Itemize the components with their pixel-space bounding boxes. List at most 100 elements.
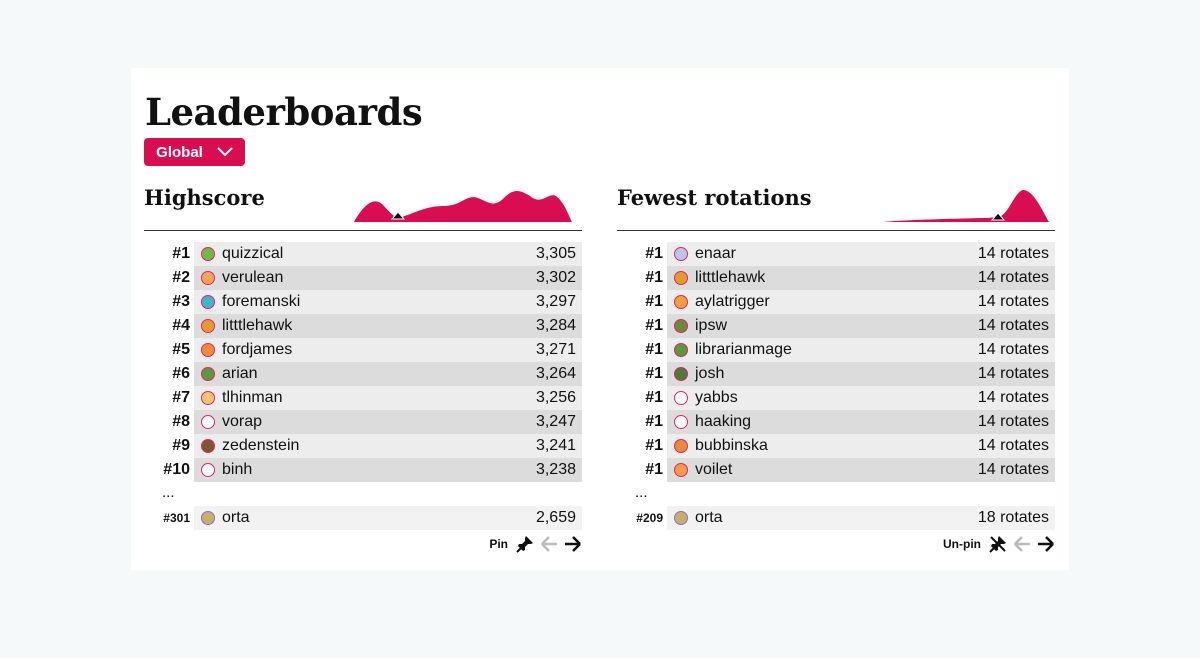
username: orta (695, 509, 723, 526)
table-row[interactable]: #7 tlhinman 3,256 (144, 386, 582, 410)
username: binh (222, 461, 253, 478)
rank: #3 (172, 293, 190, 310)
table-row[interactable]: #1 quizzical 3,305 (144, 242, 582, 266)
rotations-distribution-sparkline (883, 190, 1049, 222)
avatar (201, 367, 215, 381)
rotations: 14 rotates (977, 437, 1049, 454)
username: vorap (222, 413, 263, 430)
avatar (201, 391, 215, 405)
avatar (674, 439, 688, 453)
rank: #1 (645, 461, 663, 478)
arrow-left-icon[interactable] (540, 535, 558, 553)
score: 3,247 (535, 413, 576, 430)
rank: #1 (172, 245, 190, 262)
table-row[interactable]: #8 vorap 3,247 (144, 410, 582, 434)
ellipsis: ... (162, 484, 175, 501)
avatar (674, 367, 688, 381)
score: 3,302 (535, 269, 576, 286)
table-row[interactable]: #1 ipsw 14 rotates (617, 314, 1055, 338)
scope-label: Global (156, 143, 203, 161)
current-user-row[interactable]: #301 orta 2,659 (144, 506, 582, 530)
table-row[interactable]: #1 josh 14 rotates (617, 362, 1055, 386)
rotations: 14 rotates (977, 269, 1049, 286)
username: ipsw (695, 317, 728, 334)
table-row[interactable]: #6 arian 3,264 (144, 362, 582, 386)
avatar (201, 295, 215, 309)
pin-icon[interactable] (516, 535, 534, 553)
rank: #1 (645, 437, 663, 454)
table-row[interactable]: #9 zedenstein 3,241 (144, 434, 582, 458)
table-row[interactable]: #5 fordjames 3,271 (144, 338, 582, 362)
table-row[interactable]: #4 litttlehawk 3,284 (144, 314, 582, 338)
score: 2,659 (535, 509, 576, 526)
username: yabbs (695, 389, 738, 406)
score: 3,241 (535, 437, 576, 454)
avatar (201, 247, 215, 261)
table-row[interactable]: #1 aylatrigger 14 rotates (617, 290, 1055, 314)
rank: #1 (645, 293, 663, 310)
rank: #5 (172, 341, 190, 358)
rotations: 14 rotates (977, 461, 1049, 478)
chevron-down-icon (217, 147, 233, 157)
username: fordjames (222, 341, 293, 358)
unpin-label[interactable]: Un-pin (943, 537, 981, 551)
username: litttlehawk (695, 269, 766, 286)
rotations: 14 rotates (977, 389, 1049, 406)
pin-label[interactable]: Pin (489, 537, 508, 551)
avatar (201, 415, 215, 429)
rank: #1 (645, 341, 663, 358)
table-row[interactable]: #3 foremanski 3,297 (144, 290, 582, 314)
avatar (674, 271, 688, 285)
rank: #6 (172, 365, 190, 382)
table-row[interactable]: #2 verulean 3,302 (144, 266, 582, 290)
arrow-left-icon[interactable] (1013, 535, 1031, 553)
avatar (201, 319, 215, 333)
avatar (674, 295, 688, 309)
table-row[interactable]: #1 yabbs 14 rotates (617, 386, 1055, 410)
highscore-list: #1 quizzical 3,305 #2 verulean 3,302 #3 (144, 242, 582, 530)
arrow-right-icon[interactable] (564, 535, 582, 553)
avatar (674, 511, 688, 525)
rotations: 14 rotates (977, 293, 1049, 310)
score: 3,305 (535, 245, 576, 262)
leaderboards-card: Leaderboards Global Highscore #1 quizzic… (131, 68, 1069, 570)
page-title: Leaderboards (145, 90, 423, 134)
unpin-icon[interactable] (989, 535, 1007, 553)
score: 3,284 (535, 317, 576, 334)
table-row[interactable]: #1 librarianmage 14 rotates (617, 338, 1055, 362)
current-user-row[interactable]: #209 orta 18 rotates (617, 506, 1055, 530)
arrow-right-icon[interactable] (1037, 535, 1055, 553)
table-row[interactable]: #1 voilet 14 rotates (617, 458, 1055, 482)
username: zedenstein (222, 437, 300, 454)
rank: #2 (172, 269, 190, 286)
rank: #1 (645, 413, 663, 430)
table-row[interactable]: #1 enaar 14 rotates (617, 242, 1055, 266)
scope-dropdown-button[interactable]: Global (144, 138, 245, 166)
rotations-list: #1 enaar 14 rotates #1 litttlehawk 14 ro… (617, 242, 1055, 530)
avatar (674, 463, 688, 477)
rank: #9 (172, 437, 190, 454)
score: 3,238 (535, 461, 576, 478)
username: tlhinman (222, 389, 283, 406)
username: enaar (695, 245, 736, 262)
avatar (674, 343, 688, 357)
divider (617, 230, 1055, 231)
table-row[interactable]: #1 bubbinska 14 rotates (617, 434, 1055, 458)
username: foremanski (222, 293, 301, 310)
avatar (201, 439, 215, 453)
list-gap: ... (144, 482, 582, 506)
table-row[interactable]: #1 litttlehawk 14 rotates (617, 266, 1055, 290)
board-footer: Un-pin (943, 534, 1055, 554)
username: litttlehawk (222, 317, 293, 334)
score: 3,256 (535, 389, 576, 406)
rank: #1 (645, 245, 663, 262)
table-row[interactable]: #10 binh 3,238 (144, 458, 582, 482)
table-row[interactable]: #1 haaking 14 rotates (617, 410, 1055, 434)
avatar (201, 511, 215, 525)
avatar (674, 247, 688, 261)
username: haaking (695, 413, 752, 430)
rotations: 14 rotates (977, 245, 1049, 262)
score-distribution-sparkline (354, 191, 572, 222)
avatar (201, 271, 215, 285)
rank: #1 (645, 269, 663, 286)
